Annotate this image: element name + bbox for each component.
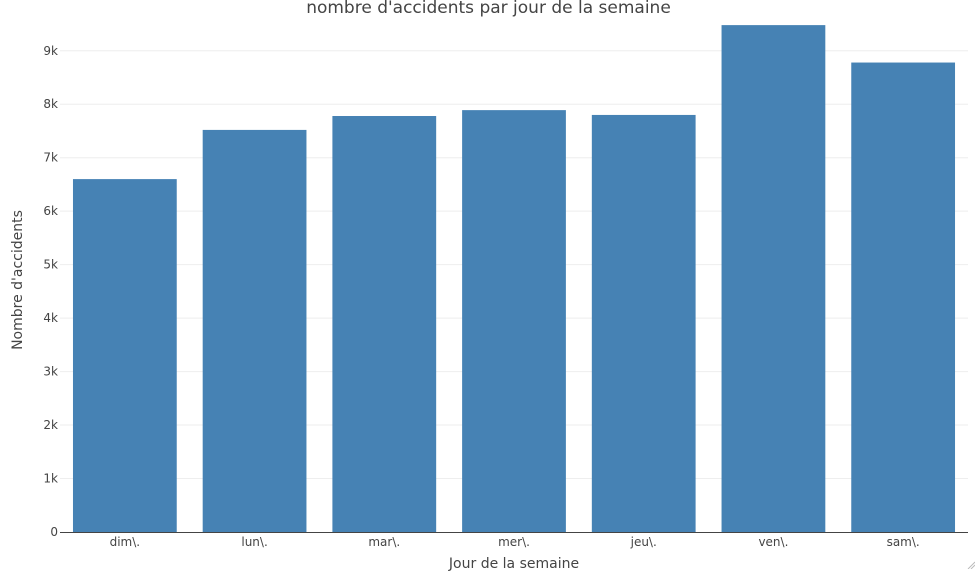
bar[interactable] [851,62,956,532]
y-tick-label: 3k [43,365,58,379]
bar[interactable] [202,129,307,532]
chart-title: nombre d'accidents par jour de la semain… [306,0,671,18]
y-tick-label: 2k [43,418,58,432]
x-tick-label: jeu\. [630,535,657,549]
y-axis-label: Nombre d'accidents [10,210,26,350]
x-tick-label: mer\. [498,535,530,549]
bar[interactable] [72,179,177,532]
y-tick-label: 0 [50,525,58,539]
x-tick-label: lun\. [241,535,267,549]
bar[interactable] [721,25,826,533]
bars [72,25,956,533]
bar[interactable] [462,110,566,533]
x-axis-label: Jour de la semaine [448,556,580,572]
x-tick-label: sam\. [887,535,920,549]
y-tick-label: 4k [43,311,58,325]
y-tick-label: 8k [43,97,58,111]
resize-handle-icon[interactable] [967,561,975,569]
bar[interactable] [591,114,696,532]
y-tick-label: 5k [43,258,58,272]
x-tick-label: mar\. [368,535,400,549]
axes: 0 1k 2k 3k 4k 5k 6k 7k 8k 9k dim\. lun\. mar\. mer\. j… [43,44,968,549]
y-tick-label: 6k [43,204,58,218]
y-tick-label: 7k [43,151,58,165]
x-tick-label: ven\. [758,535,788,549]
y-tick-label: 1k [43,472,58,486]
y-tick-label: 9k [43,44,58,58]
bar[interactable] [332,116,437,532]
x-tick-label: dim\. [110,535,141,549]
